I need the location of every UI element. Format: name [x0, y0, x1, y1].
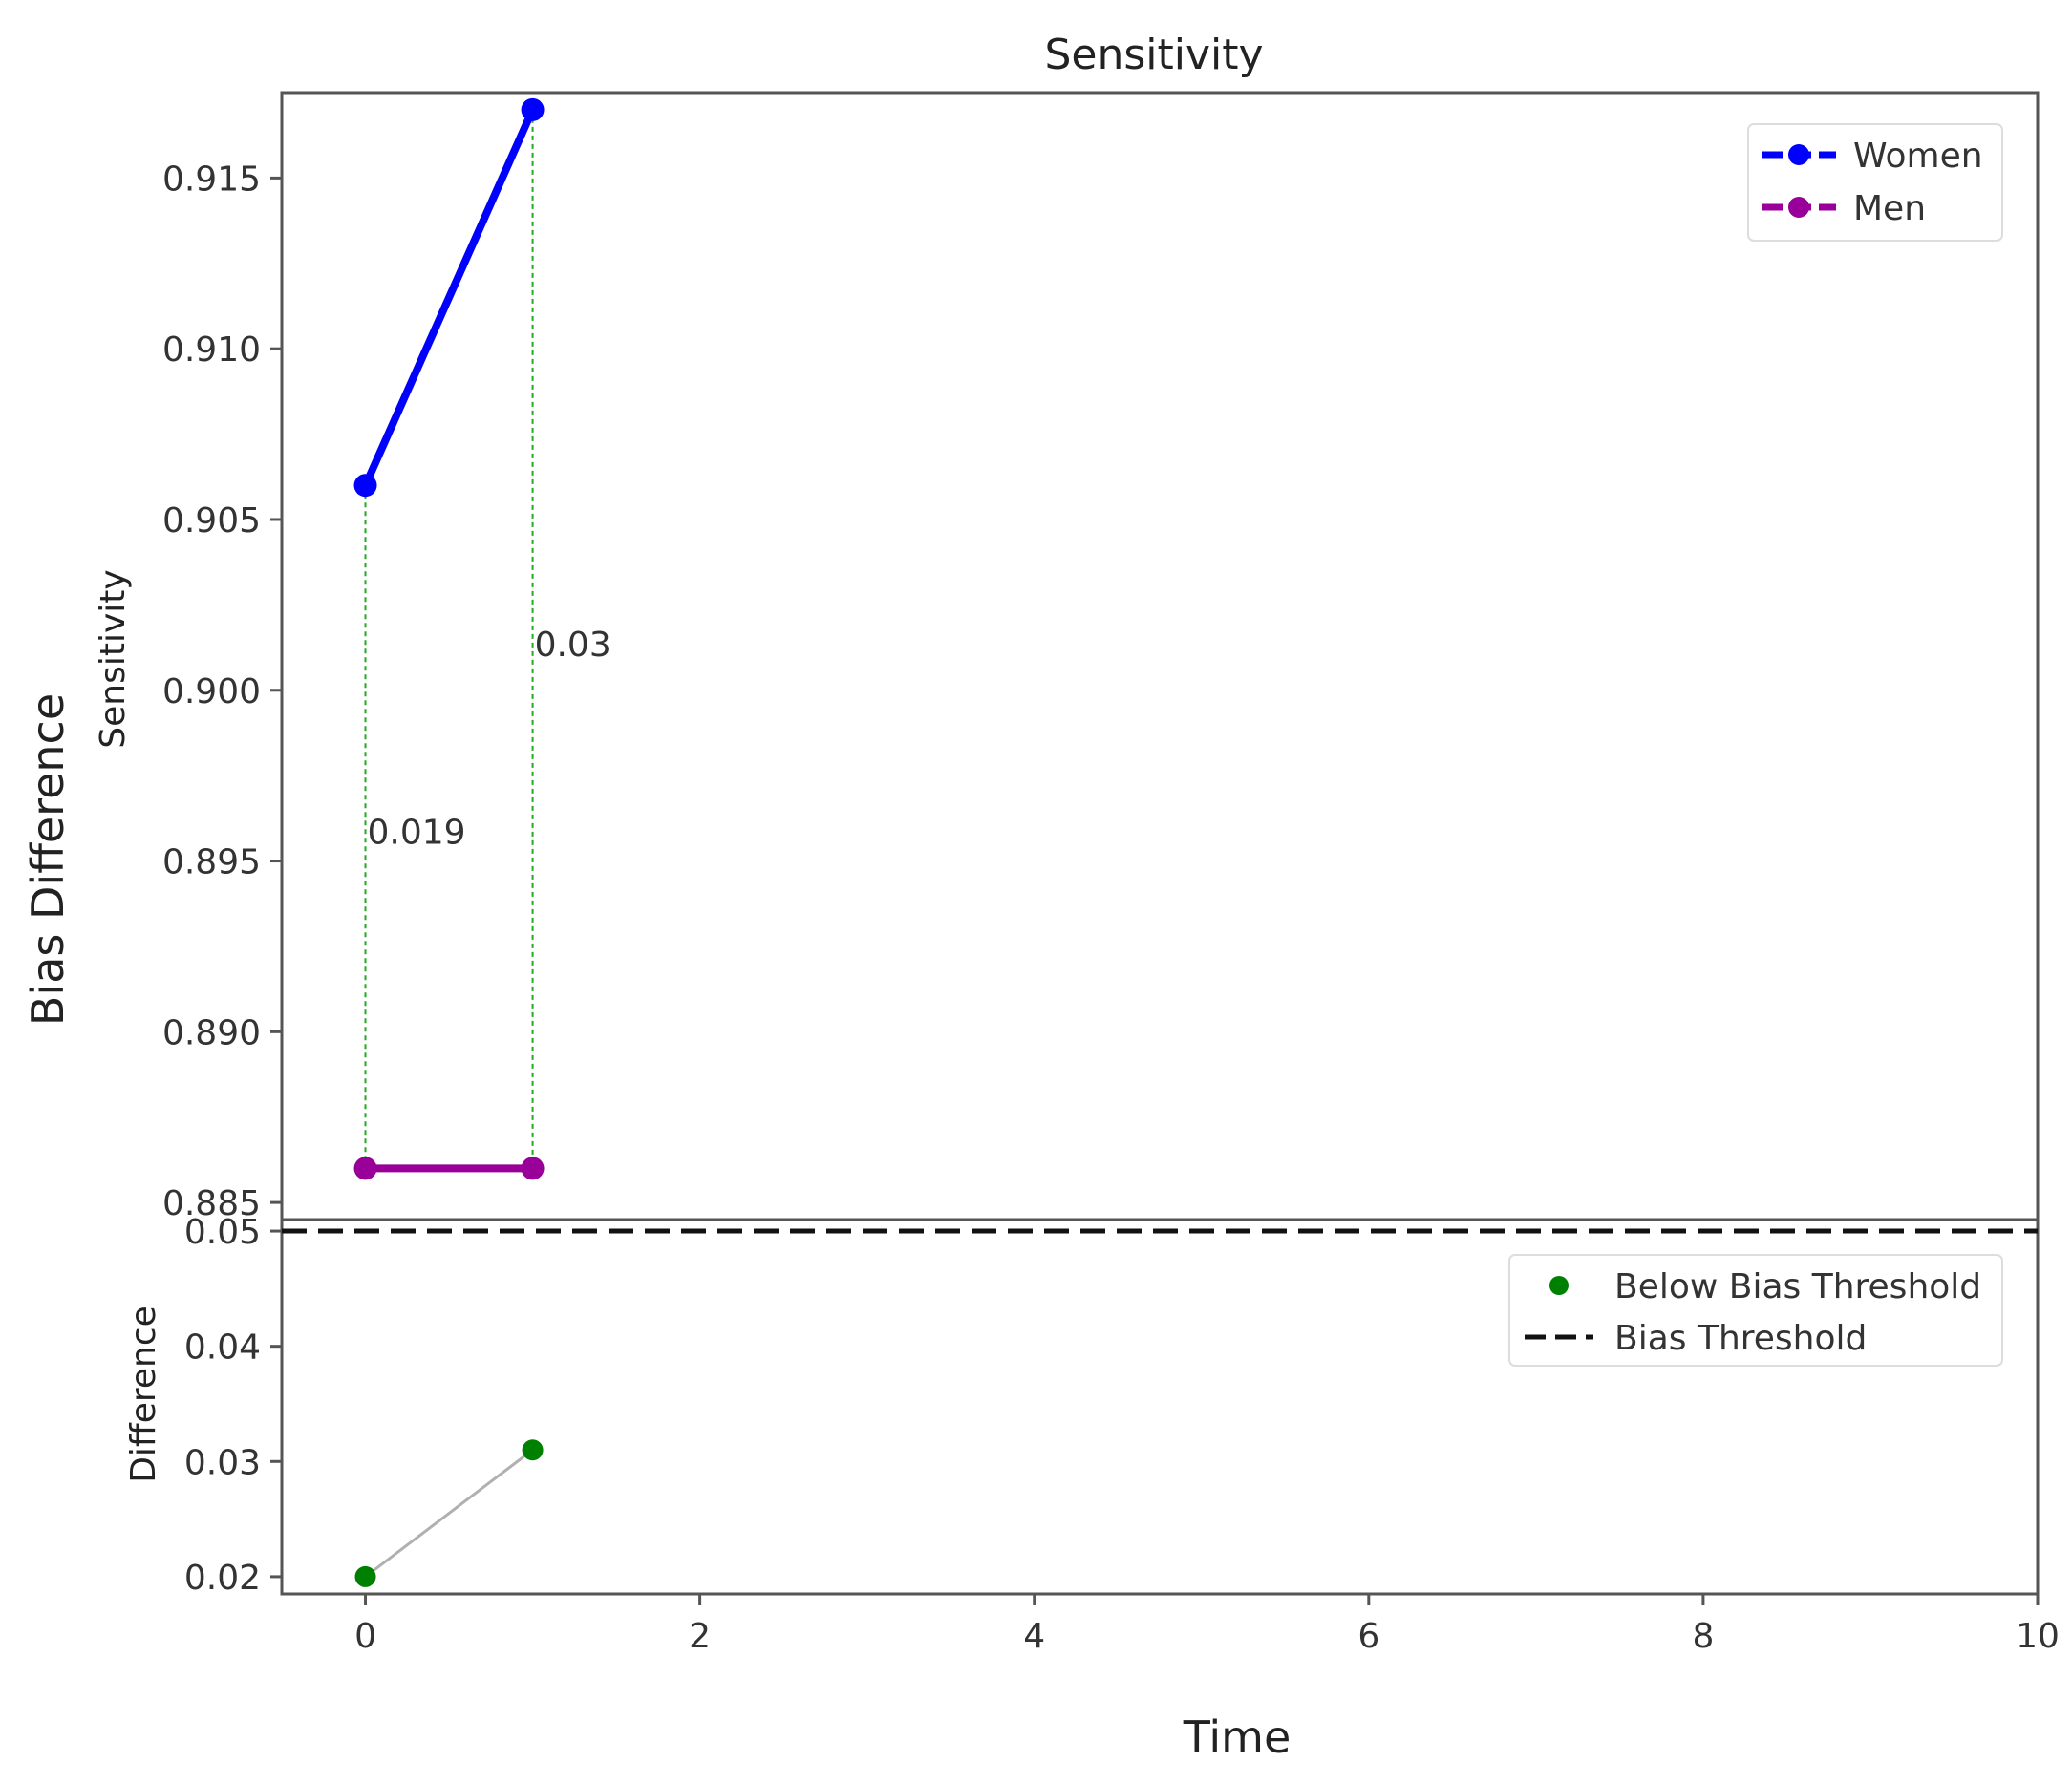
- difference-point: [522, 1439, 544, 1461]
- difference-trend-line: [364, 1449, 534, 1579]
- chart-title: Sensitivity: [1044, 31, 1263, 79]
- legend-label: Bias Threshold: [1614, 1319, 1867, 1358]
- legend-label: Women: [1853, 137, 1983, 176]
- series-line-women: [361, 105, 537, 490]
- legend-marker-below-threshold: [1549, 1276, 1569, 1295]
- difference-label: 0.03: [535, 626, 611, 665]
- shared-y-axis-title: Bias Difference: [22, 693, 74, 1026]
- bottom-y-tick-label: 0.03: [184, 1443, 261, 1482]
- top-y-tick-label: 0.895: [162, 843, 261, 882]
- series-point-women: [353, 474, 377, 498]
- difference-panel: 0.02 0.03 0.04 0.05 Below Bias Threshold Bias…: [184, 1213, 2040, 1598]
- difference-label: 0.019: [368, 814, 466, 853]
- x-axis-title: Time: [1183, 1711, 1292, 1763]
- series-point-women: [521, 97, 545, 121]
- bottom-panel-frame: [280, 1218, 2040, 1596]
- top-legend-box: [1747, 123, 2003, 242]
- bottom-y-tick-label: 0.02: [184, 1559, 261, 1598]
- top-y-tick-label: 0.885: [162, 1184, 261, 1223]
- legend-marker-women: [1788, 144, 1809, 165]
- x-tick-label: 0: [354, 1617, 376, 1656]
- bottom-y-tick-label: 0.04: [184, 1328, 261, 1368]
- top-y-tick-label: 0.905: [162, 501, 261, 541]
- bottom-legend-box: [1508, 1254, 2003, 1367]
- x-tick-label: 6: [1357, 1617, 1379, 1656]
- x-tick-label: 8: [1692, 1617, 1714, 1656]
- top-y-tick-label: 0.900: [162, 672, 261, 711]
- series-point-men: [521, 1157, 545, 1180]
- sensitivity-panel: 0.885 0.890 0.895 0.900 0.905 0.910 0.915 0.019…: [162, 91, 2040, 1223]
- bottom-y-axis-title: Difference: [124, 1306, 163, 1483]
- top-y-tick-label: 0.915: [162, 159, 261, 199]
- top-y-tick-label: 0.910: [162, 330, 261, 370]
- series-point-men: [353, 1157, 377, 1180]
- legend-label: Below Bias Threshold: [1614, 1267, 1981, 1306]
- x-tick-label: 2: [689, 1617, 711, 1656]
- x-axis-ticks: 0 2 4 6 8 10: [354, 1594, 2060, 1656]
- x-tick-label: 4: [1023, 1617, 1045, 1656]
- legend-marker-men: [1788, 197, 1809, 218]
- difference-point: [354, 1565, 376, 1587]
- top-y-tick-label: 0.890: [162, 1013, 261, 1052]
- bottom-y-tick-label: 0.05: [184, 1213, 261, 1252]
- x-tick-label: 10: [2016, 1617, 2060, 1656]
- top-y-axis-title: Sensitivity: [94, 569, 133, 748]
- legend-label: Men: [1853, 189, 1926, 228]
